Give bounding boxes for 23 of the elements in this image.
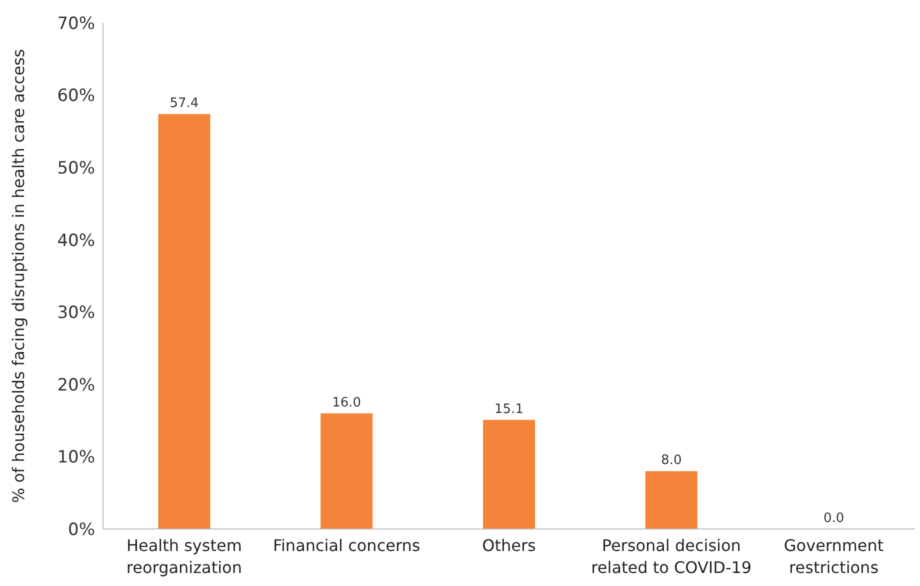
y-tick-label: 0%	[68, 520, 95, 540]
data-label: 57.4	[170, 96, 199, 112]
y-axis-title: % of households facing disruptions in health care access	[9, 48, 28, 504]
x-tick-label: Health system reorganization	[126, 536, 242, 577]
data-label: 15.1	[494, 402, 524, 417]
data-label: 0.0	[823, 511, 844, 526]
x-tick-label: Others	[482, 536, 536, 555]
x-tick-label: Financial concerns	[272, 536, 420, 555]
y-tick-label: 30%	[57, 303, 95, 324]
y-tick-label: 70%	[57, 14, 95, 34]
data-label: 8.0	[661, 453, 682, 468]
x-tick-label: Personal decision related to COVID-19	[591, 536, 752, 577]
y-tick-label: 50%	[57, 158, 95, 179]
bar	[158, 114, 210, 529]
y-tick-label: 60%	[57, 86, 95, 106]
bar	[320, 413, 373, 529]
y-tick-label: 40%	[57, 230, 95, 251]
y-tick-label: 10%	[57, 448, 95, 468]
bar	[645, 471, 698, 529]
y-tick-label: 20%	[57, 375, 95, 396]
data-label: 16.0	[332, 395, 362, 410]
x-tick-label: Government restrictions	[784, 536, 884, 577]
bar	[483, 420, 535, 529]
